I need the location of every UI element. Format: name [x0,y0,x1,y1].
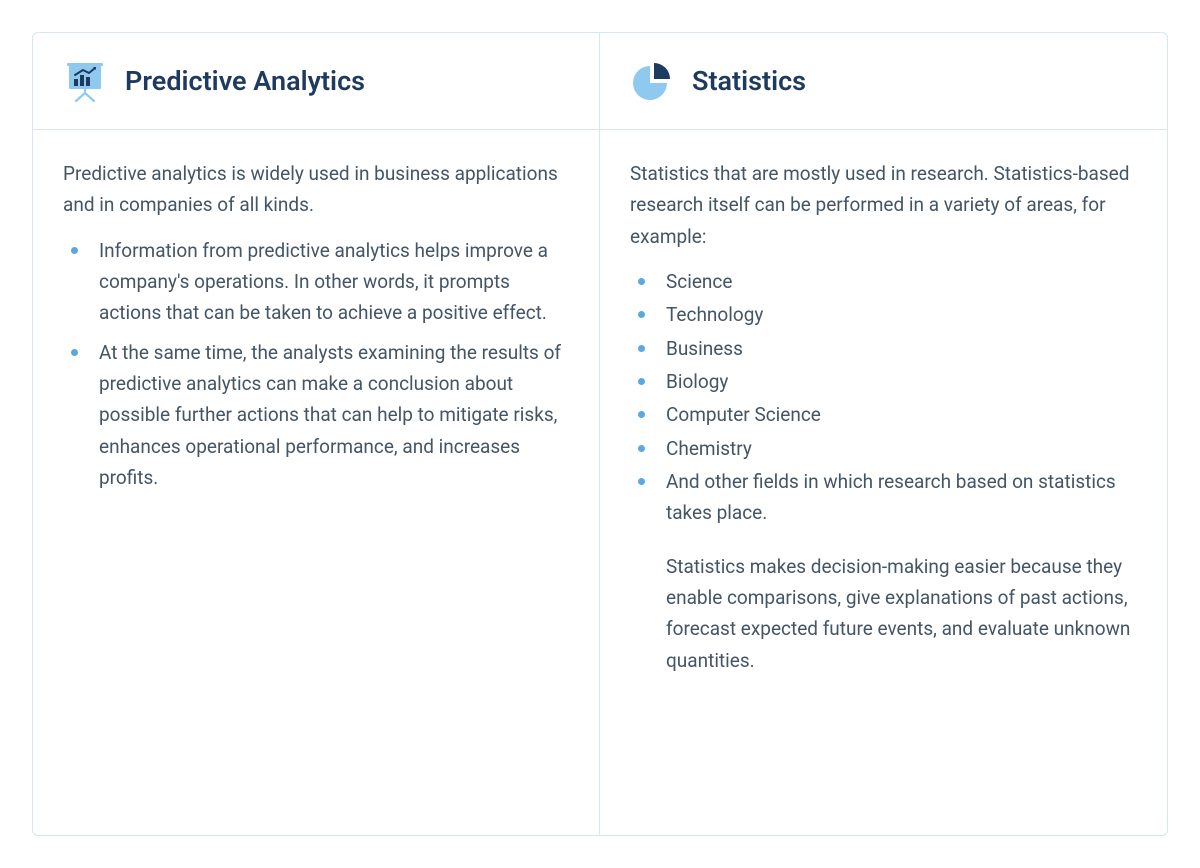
presentation-chart-icon [63,59,107,103]
pie-chart-icon [630,59,674,103]
header-predictive-analytics: Predictive Analytics [33,33,599,130]
column-predictive-analytics: Predictive Analytics Predictive analytic… [33,33,600,835]
closing-statistics: Statistics makes decision-making easier … [630,551,1131,676]
list-item: Chemistry [630,433,1131,464]
intro-statistics: Statistics that are mostly used in resea… [630,158,1131,252]
list-item: Biology [630,366,1131,397]
body-statistics: Statistics that are mostly used in resea… [600,130,1167,835]
list-item: Computer Science [630,399,1131,430]
list-item: Science [630,266,1131,297]
list-item: Technology [630,299,1131,330]
list-item: At the same time, the analysts examining… [63,337,563,494]
list-item: Information from predictive analytics he… [63,235,563,329]
bullet-list-statistics: Science Technology Business Biology Comp… [630,266,1131,529]
list-item: And other fields in which research based… [630,466,1131,529]
intro-predictive-analytics: Predictive analytics is widely used in b… [63,158,563,221]
title-predictive-analytics: Predictive Analytics [125,65,365,97]
title-statistics: Statistics [692,65,806,97]
header-statistics: Statistics [600,33,1167,130]
bullet-list-predictive-analytics: Information from predictive analytics he… [63,235,563,494]
column-statistics: Statistics Statistics that are mostly us… [600,33,1167,835]
list-item: Business [630,333,1131,364]
body-predictive-analytics: Predictive analytics is widely used in b… [33,130,599,835]
comparison-table: Predictive Analytics Predictive analytic… [32,32,1168,836]
